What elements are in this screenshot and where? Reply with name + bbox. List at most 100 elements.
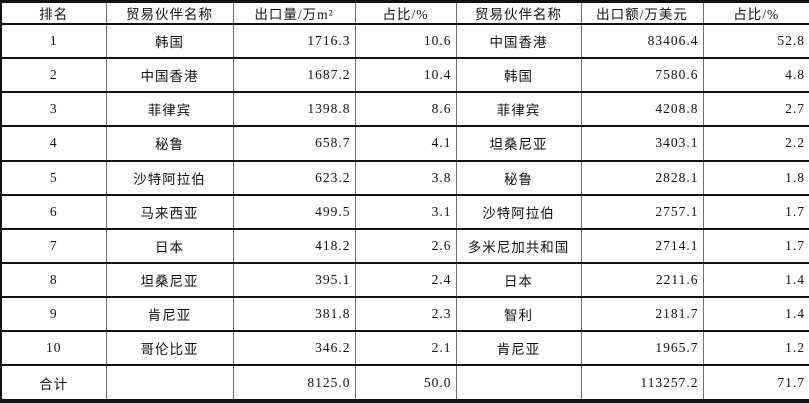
cell-export-volume: 346.2 <box>232 330 356 367</box>
cell-share-value: 1.4 <box>702 261 809 299</box>
cell-partner-name: 菲律宾 <box>105 91 234 128</box>
cell-export-volume: 381.8 <box>232 295 356 333</box>
table-row: 2 中国香港 1687.2 10.4 韩国 7580.6 4.8 <box>0 57 809 94</box>
header-cell-share-value: 占比/% <box>702 0 809 25</box>
cell-share-volume: 10.6 <box>354 22 457 60</box>
cell-rank: 3 <box>0 91 107 128</box>
cell-partner-name: 韩国 <box>455 57 582 94</box>
table-body: 1 韩国 1716.3 10.6 中国香港 83406.4 52.8 2 中国香港 1687.2 1… <box>0 22 809 402</box>
table-row: 7 日本 418.2 2.6 多米尼加共和国 2714.1 1.7 <box>0 227 809 264</box>
cell-export-value: 2181.7 <box>580 295 704 333</box>
cell-export-value: 2828.1 <box>580 159 704 196</box>
cell-share-volume: 8.6 <box>354 91 457 128</box>
table-row: 10 哥伦比亚 346.2 2.1 肯尼亚 1965.7 1.2 <box>0 330 809 367</box>
table-header: 排名 贸易伙伴名称 出口量/万m² 占比/% 贸易伙伴名称 出口额/万美元 占比/% <box>0 0 809 25</box>
cell-partner-name <box>455 364 582 402</box>
cell-share-value: 52.8 <box>702 22 809 60</box>
cell-rank: 2 <box>0 57 107 94</box>
cell-partner-name: 秘鲁 <box>455 159 582 196</box>
cell-partner-name: 沙特阿拉伯 <box>455 193 582 230</box>
cell-partner-name: 沙特阿拉伯 <box>105 159 234 196</box>
cell-export-value: 7580.6 <box>580 57 704 94</box>
cell-share-volume: 50.0 <box>354 364 457 402</box>
cell-share-volume: 3.1 <box>354 193 457 230</box>
header-cell-partner-name: 贸易伙伴名称 <box>455 0 582 25</box>
cell-share-volume: 2.6 <box>354 227 457 264</box>
table-row: 9 肯尼亚 381.8 2.3 智利 2181.7 1.4 <box>0 295 809 333</box>
cell-share-volume: 2.3 <box>354 295 457 333</box>
cell-partner-name: 坦桑尼亚 <box>455 125 582 162</box>
cell-partner-name: 多米尼加共和国 <box>455 227 582 264</box>
cell-partner-name: 中国香港 <box>455 22 582 60</box>
cell-partner-name: 马来西亚 <box>105 193 234 230</box>
cell-export-value: 1965.7 <box>580 330 704 367</box>
cell-partner-name: 肯尼亚 <box>455 330 582 367</box>
cell-export-volume: 1687.2 <box>232 57 356 94</box>
cell-rank: 6 <box>0 193 107 230</box>
cell-partner-name: 日本 <box>455 261 582 299</box>
table-row: 6 马来西亚 499.5 3.1 沙特阿拉伯 2757.1 1.7 <box>0 193 809 230</box>
cell-partner-name: 菲律宾 <box>455 91 582 128</box>
cell-partner-name: 日本 <box>105 227 234 264</box>
cell-rank: 1 <box>0 22 107 60</box>
cell-share-value: 71.7 <box>702 364 809 402</box>
header-cell-partner-name: 贸易伙伴名称 <box>105 0 234 25</box>
cell-share-value: 1.2 <box>702 330 809 367</box>
header-cell-rank: 排名 <box>0 0 107 25</box>
cell-export-value: 2211.6 <box>580 261 704 299</box>
cell-partner-name: 肯尼亚 <box>105 295 234 333</box>
cell-export-value: 2714.1 <box>580 227 704 264</box>
cell-partner-name: 坦桑尼亚 <box>105 261 234 299</box>
table-row: 5 沙特阿拉伯 623.2 3.8 秘鲁 2828.1 1.8 <box>0 159 809 196</box>
cell-partner-name: 中国香港 <box>105 57 234 94</box>
cell-share-value: 1.7 <box>702 193 809 230</box>
cell-share-volume: 10.4 <box>354 57 457 94</box>
cell-share-volume: 2.1 <box>354 330 457 367</box>
header-cell-export-volume: 出口量/万m² <box>232 0 356 25</box>
table-row: 3 菲律宾 1398.8 8.6 菲律宾 4208.8 2.7 <box>0 91 809 128</box>
cell-rank: 10 <box>0 330 107 367</box>
cell-share-value: 1.7 <box>702 227 809 264</box>
cell-export-volume: 418.2 <box>232 227 356 264</box>
cell-rank: 8 <box>0 261 107 299</box>
cell-export-value: 2757.1 <box>580 193 704 230</box>
cell-share-volume: 4.1 <box>354 125 457 162</box>
cell-rank: 9 <box>0 295 107 333</box>
total-row: 合计 8125.0 50.0 113257.2 71.7 <box>0 364 809 402</box>
cell-export-volume: 658.7 <box>232 125 356 162</box>
cell-partner-name: 韩国 <box>105 22 234 60</box>
table-row: 8 坦桑尼亚 395.1 2.4 日本 2211.6 1.4 <box>0 261 809 299</box>
cell-export-volume: 1398.8 <box>232 91 356 128</box>
table-row: 1 韩国 1716.3 10.6 中国香港 83406.4 52.8 <box>0 22 809 60</box>
cell-share-value: 1.4 <box>702 295 809 333</box>
cell-share-value: 1.8 <box>702 159 809 196</box>
table-row: 4 秘鲁 658.7 4.1 坦桑尼亚 3403.1 2.2 <box>0 125 809 162</box>
header-cell-export-value: 出口额/万美元 <box>580 0 704 25</box>
cell-partner-name: 哥伦比亚 <box>105 330 234 367</box>
cell-export-volume: 8125.0 <box>232 364 356 402</box>
cell-export-value: 4208.8 <box>580 91 704 128</box>
header-row: 排名 贸易伙伴名称 出口量/万m² 占比/% 贸易伙伴名称 出口额/万美元 占比/% <box>0 0 809 25</box>
cell-share-value: 4.8 <box>702 57 809 94</box>
cell-rank: 7 <box>0 227 107 264</box>
cell-rank: 合计 <box>0 364 107 402</box>
cell-share-volume: 3.8 <box>354 159 457 196</box>
cell-partner-name: 秘鲁 <box>105 125 234 162</box>
cell-export-value: 113257.2 <box>580 364 704 402</box>
cell-export-value: 83406.4 <box>580 22 704 60</box>
header-cell-share-volume: 占比/% <box>354 0 457 25</box>
cell-rank: 5 <box>0 159 107 196</box>
cell-share-value: 2.2 <box>702 125 809 162</box>
cell-export-volume: 1716.3 <box>232 22 356 60</box>
cell-rank: 4 <box>0 125 107 162</box>
cell-export-volume: 499.5 <box>232 193 356 230</box>
cell-partner-name <box>105 364 234 402</box>
cell-partner-name: 智利 <box>455 295 582 333</box>
cell-share-volume: 2.4 <box>354 261 457 299</box>
cell-export-volume: 395.1 <box>232 261 356 299</box>
cell-export-value: 3403.1 <box>580 125 704 162</box>
cell-export-volume: 623.2 <box>232 159 356 196</box>
cell-share-value: 2.7 <box>702 91 809 128</box>
